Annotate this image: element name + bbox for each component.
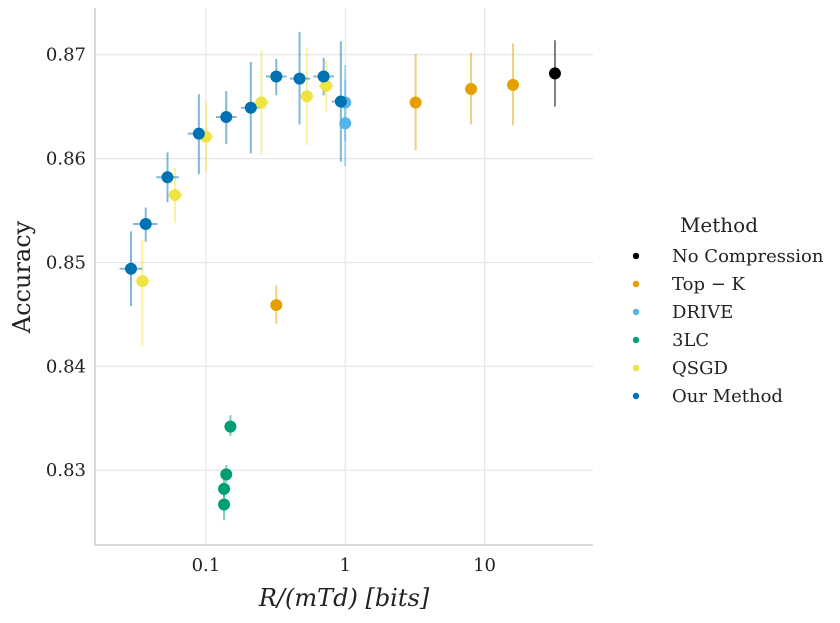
x-axis-label: R/(mTd) [bits] bbox=[258, 584, 430, 612]
top-k-point bbox=[409, 96, 422, 109]
drive-point bbox=[339, 117, 352, 130]
top-k-point bbox=[465, 83, 478, 96]
qsgd-point bbox=[136, 275, 149, 288]
our-method-point bbox=[220, 111, 233, 124]
legend-label-no-compression: No Compression bbox=[672, 246, 824, 267]
our-method-point bbox=[161, 171, 174, 184]
3lc-point bbox=[218, 498, 231, 511]
grid bbox=[95, 8, 593, 545]
qsgd-point bbox=[255, 96, 268, 109]
no-compression-point bbox=[548, 67, 561, 80]
legend-marker-our-method bbox=[632, 392, 640, 400]
3lc-point bbox=[218, 482, 231, 495]
qsgd-point bbox=[320, 79, 333, 92]
our-method-point bbox=[317, 70, 330, 83]
legend-marker-drive bbox=[632, 308, 640, 316]
our-method-point bbox=[334, 95, 347, 108]
our-method-point bbox=[192, 127, 205, 140]
data-points bbox=[124, 67, 561, 511]
our-method-point bbox=[139, 218, 152, 231]
our-method-point bbox=[244, 101, 257, 114]
3lc-point bbox=[220, 468, 233, 481]
legend: Method No Compression Top − K DRIVE 3LC QSGD… bbox=[632, 213, 824, 407]
legend-marker-3lc bbox=[632, 336, 640, 344]
our-method-point bbox=[124, 262, 137, 275]
legend-marker-no-compression bbox=[632, 252, 640, 260]
y-tick-label: 0.85 bbox=[46, 252, 86, 273]
qsgd-point bbox=[300, 90, 313, 103]
our-method-point bbox=[270, 70, 283, 83]
x-tick-label: 0.1 bbox=[192, 555, 221, 576]
legend-label-top-k: Top − K bbox=[672, 274, 745, 295]
y-tick-label: 0.87 bbox=[46, 45, 86, 66]
axes bbox=[94, 8, 593, 546]
x-tick-label: 10 bbox=[473, 555, 496, 576]
our-method-point bbox=[293, 72, 306, 85]
legend-title: Method bbox=[680, 213, 758, 237]
x-tick-label: 1 bbox=[340, 555, 351, 576]
3lc-point bbox=[224, 420, 237, 433]
legend-marker-top-k bbox=[632, 280, 640, 288]
legend-label-our-method: Our Method bbox=[672, 386, 783, 407]
qsgd-point bbox=[168, 188, 181, 201]
top-k-point bbox=[507, 78, 520, 91]
y-axis-label: Accuracy bbox=[8, 220, 36, 334]
y-tick-label: 0.84 bbox=[46, 356, 86, 377]
y-tick-label: 0.83 bbox=[46, 460, 86, 481]
top-k-point bbox=[270, 299, 283, 312]
legend-label-3lc: 3LC bbox=[672, 330, 709, 351]
legend-marker-qsgd bbox=[632, 364, 640, 372]
legend-label-drive: DRIVE bbox=[672, 302, 733, 323]
legend-label-qsgd: QSGD bbox=[672, 358, 728, 379]
y-tick-label: 0.86 bbox=[46, 149, 86, 170]
tick-labels: 0.83 0.84 0.85 0.86 0.87 0.1 1 10 bbox=[46, 45, 496, 576]
